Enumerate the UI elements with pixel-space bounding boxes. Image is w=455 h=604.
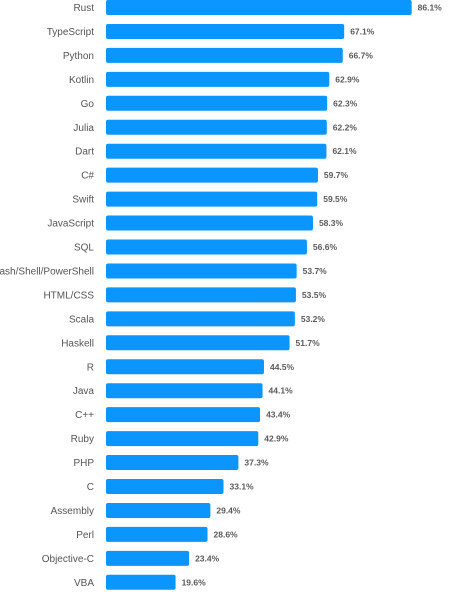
bar xyxy=(106,143,327,159)
value-label: 62.2% xyxy=(333,122,358,132)
value-label: 44.5% xyxy=(270,362,295,372)
category-label: TypeScript xyxy=(47,27,94,38)
category-label: C xyxy=(87,482,94,493)
bar xyxy=(106,526,208,542)
category-label: PHP xyxy=(73,458,94,469)
category-label: VBA xyxy=(74,578,94,589)
value-label: 43.4% xyxy=(266,410,291,420)
value-label: 53.5% xyxy=(302,290,327,300)
bar xyxy=(106,23,345,39)
category-label: Assembly xyxy=(51,506,94,517)
bar xyxy=(106,407,261,423)
bar xyxy=(106,191,318,207)
category-label: Java xyxy=(73,386,95,397)
value-label: 29.4% xyxy=(216,505,241,515)
category-label: JavaScript xyxy=(47,219,94,230)
category-label: C++ xyxy=(75,410,94,421)
bar xyxy=(106,71,330,87)
value-label: 62.3% xyxy=(333,98,358,108)
category-label: Go xyxy=(81,99,95,110)
bar xyxy=(106,47,343,63)
category-label: Perl xyxy=(76,530,94,541)
bar xyxy=(106,383,263,399)
category-label: Swift xyxy=(72,195,94,206)
category-label: Dart xyxy=(75,147,94,158)
category-label: Objective-C xyxy=(42,554,94,565)
bar xyxy=(106,502,211,518)
value-label: 19.6% xyxy=(182,577,207,587)
value-label: 51.7% xyxy=(296,338,321,348)
value-label: 58.3% xyxy=(319,218,344,228)
value-label: 33.1% xyxy=(230,482,255,492)
category-label: Rust xyxy=(73,3,94,14)
value-label: 62.9% xyxy=(335,74,360,84)
category-label: Haskell xyxy=(61,338,94,349)
value-label: 56.6% xyxy=(313,242,338,252)
bar xyxy=(106,359,264,375)
category-label: HTML/CSS xyxy=(43,290,94,301)
category-label: Python xyxy=(63,51,94,62)
value-label: 23.4% xyxy=(195,553,220,563)
value-label: 59.7% xyxy=(324,170,349,180)
category-label: Scala xyxy=(69,314,94,325)
bar xyxy=(106,479,224,494)
value-label: 28.6% xyxy=(214,529,239,539)
bar xyxy=(106,574,176,590)
category-label: Kotlin xyxy=(69,75,94,86)
bar xyxy=(106,95,328,111)
value-label: 37.3% xyxy=(244,458,269,468)
bar xyxy=(106,311,295,327)
bar xyxy=(106,287,296,303)
value-label: 44.1% xyxy=(269,386,294,396)
bar xyxy=(106,215,313,231)
category-label: R xyxy=(87,362,94,373)
value-label: 59.5% xyxy=(323,194,348,204)
category-label: C# xyxy=(81,171,94,182)
bar xyxy=(106,263,297,279)
category-label: Ruby xyxy=(71,434,94,445)
value-label: 67.1% xyxy=(350,26,375,36)
bar xyxy=(106,550,190,566)
bar xyxy=(106,335,290,351)
category-label: Bash/Shell/PowerShell xyxy=(0,266,94,277)
value-label: 86.1% xyxy=(418,3,443,13)
value-label: 53.2% xyxy=(301,314,326,324)
value-label: 66.7% xyxy=(349,50,374,60)
category-label: SQL xyxy=(74,243,94,254)
bar xyxy=(106,239,307,255)
bar xyxy=(106,431,259,447)
value-label: 42.9% xyxy=(264,434,289,444)
bar xyxy=(106,455,239,471)
bar xyxy=(106,0,412,15)
value-label: 62.1% xyxy=(332,146,357,156)
category-label: Julia xyxy=(73,123,94,134)
bar xyxy=(106,167,318,183)
value-label: 53.7% xyxy=(303,266,328,276)
bar xyxy=(106,119,327,135)
